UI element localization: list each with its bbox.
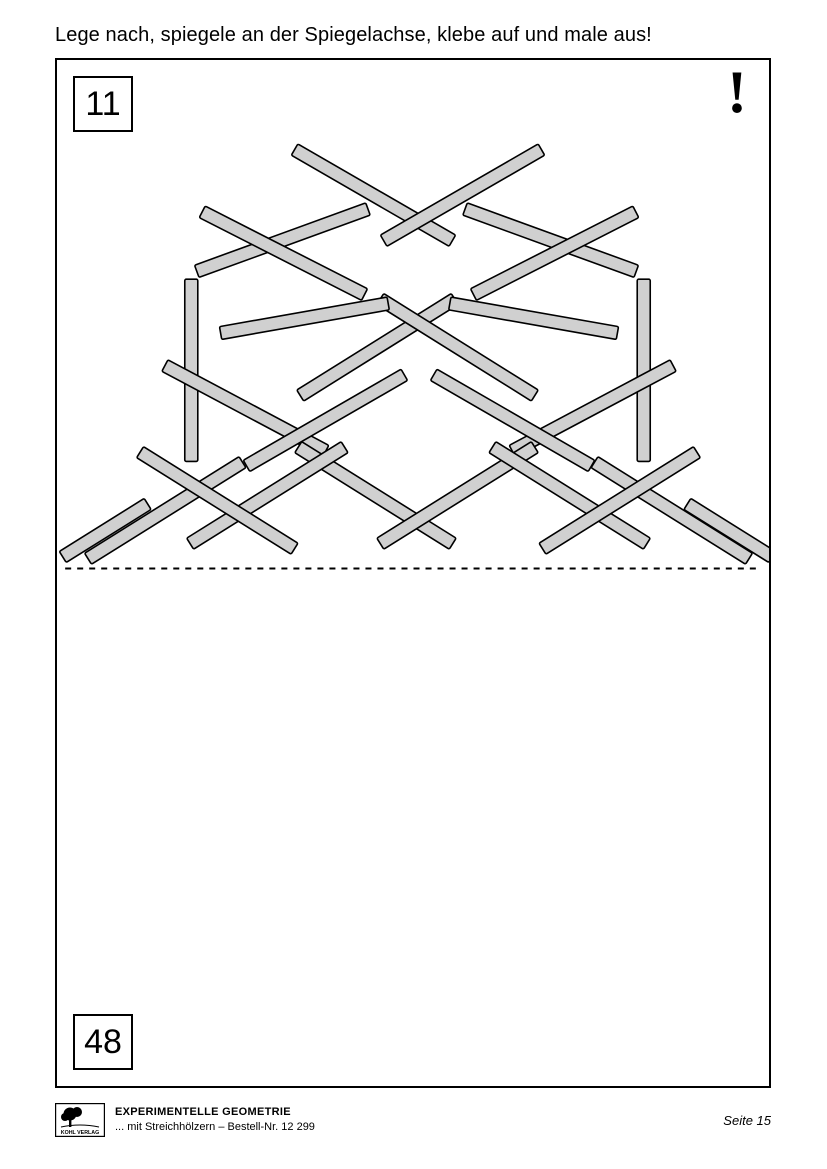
page-footer: KOHL VERLAG EXPERIMENTELLE GEOMETRIE ...… [55, 1103, 771, 1137]
matchstick-diagram [57, 60, 769, 1086]
exercise-number-bottom: 48 [73, 1014, 133, 1070]
worksheet-frame: 11 ! 48 [55, 58, 771, 1088]
svg-text:KOHL VERLAG: KOHL VERLAG [61, 1130, 99, 1136]
footer-title: EXPERIMENTELLE GEOMETRIE [115, 1105, 315, 1120]
page-number: Seite 15 [723, 1113, 771, 1128]
instruction-text: Lege nach, spiegele an der Spiegelachse,… [55, 24, 652, 47]
publisher-logo-icon: KOHL VERLAG [55, 1103, 105, 1137]
footer-subtitle: ... mit Streichhölzern – Bestell-Nr. 12 … [115, 1120, 315, 1135]
